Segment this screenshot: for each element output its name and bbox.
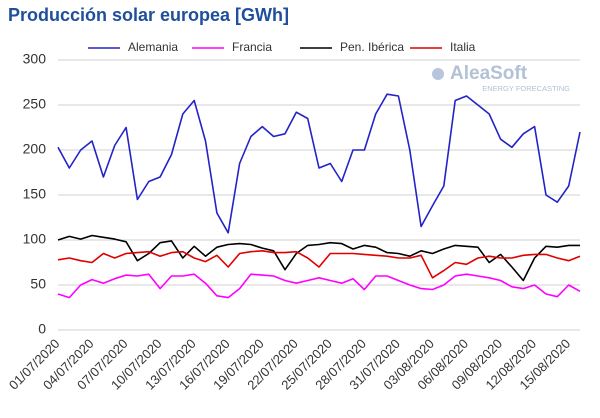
y-tick-label: 150 bbox=[23, 186, 47, 202]
y-tick-label: 50 bbox=[30, 276, 46, 292]
legend-label: Italia bbox=[450, 40, 476, 54]
y-tick-label: 300 bbox=[23, 51, 47, 67]
line-series bbox=[57, 273, 581, 299]
legend-label: Alemania bbox=[128, 40, 178, 54]
y-tick-label: 100 bbox=[23, 231, 47, 247]
line-series bbox=[57, 234, 580, 282]
logo-tagline: ENERGY FORECASTING bbox=[482, 84, 570, 93]
line-series bbox=[57, 93, 581, 234]
y-tick-label: 250 bbox=[23, 96, 47, 112]
logo-name: AleaSoft bbox=[450, 63, 528, 84]
chart-title: Producción solar europea [GWh] bbox=[8, 5, 289, 25]
y-tick-label: 0 bbox=[38, 321, 46, 337]
line-series bbox=[57, 250, 581, 279]
logo: AleaSoft ENERGY FORECASTING bbox=[432, 63, 570, 93]
legend-label: Francia bbox=[232, 40, 272, 54]
logo-icon bbox=[432, 68, 444, 80]
legend-label: Pen. Ibérica bbox=[340, 40, 404, 54]
y-tick-label: 200 bbox=[23, 141, 47, 157]
